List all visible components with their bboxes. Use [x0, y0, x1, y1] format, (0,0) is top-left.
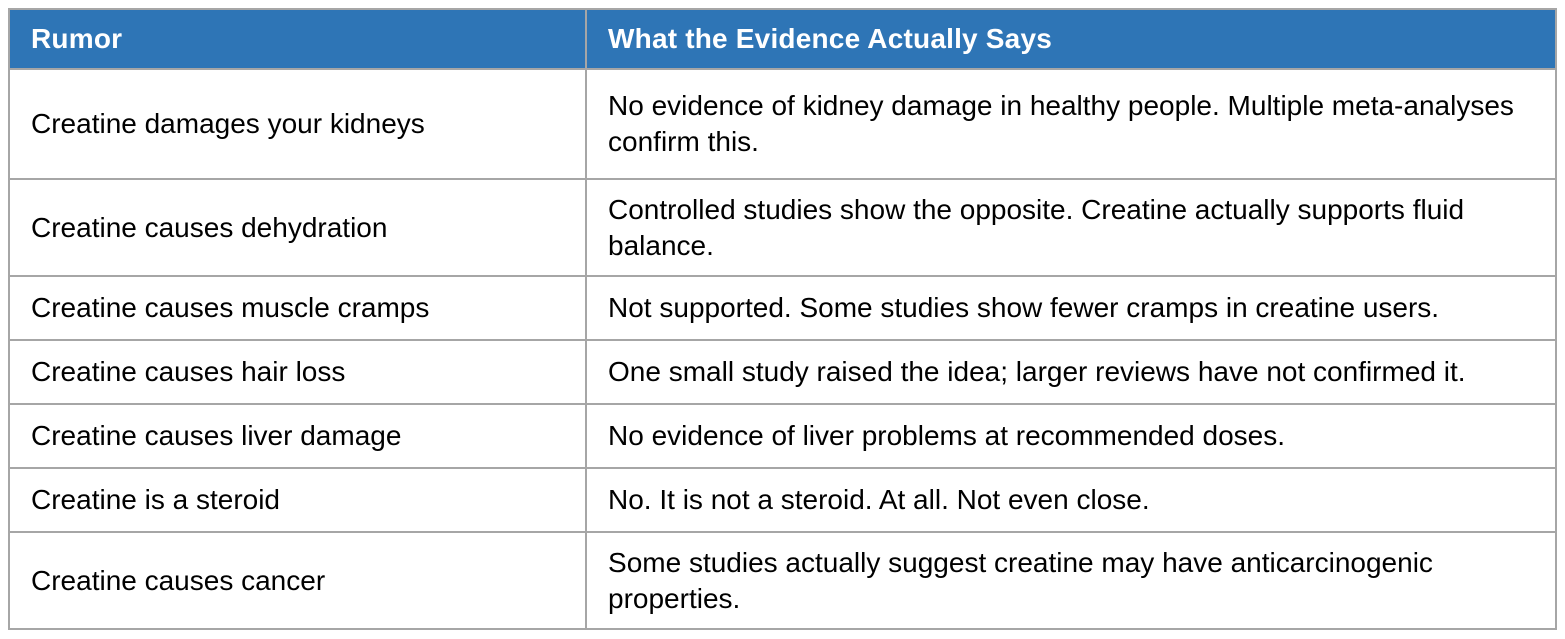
table-row: Creatine causes dehydration Controlled s… — [7, 178, 1557, 277]
table-row: Creatine is a steroid No. It is not a st… — [7, 467, 1557, 533]
rumor-cell: Creatine causes dehydration — [7, 178, 588, 277]
header-rumor: Rumor — [7, 8, 588, 70]
table-row: Creatine damages your kidneys No evidenc… — [7, 68, 1557, 180]
table-row: Creatine causes cancer Some studies actu… — [7, 531, 1557, 630]
rumor-cell: Creatine damages your kidneys — [7, 68, 588, 180]
rumor-cell: Creatine causes hair loss — [7, 339, 588, 405]
table-row: Creatine causes muscle cramps Not suppor… — [7, 275, 1557, 341]
table-header-row: Rumor What the Evidence Actually Says — [7, 8, 1557, 70]
table-row: Creatine causes hair loss One small stud… — [7, 339, 1557, 405]
header-evidence: What the Evidence Actually Says — [585, 8, 1557, 70]
evidence-cell: No. It is not a steroid. At all. Not eve… — [585, 467, 1557, 533]
creatine-myths-table: Rumor What the Evidence Actually Says Cr… — [7, 8, 1557, 630]
evidence-cell: No evidence of kidney damage in healthy … — [585, 68, 1557, 180]
rumor-cell: Creatine causes cancer — [7, 531, 588, 630]
evidence-cell: Controlled studies show the opposite. Cr… — [585, 178, 1557, 277]
rumor-cell: Creatine is a steroid — [7, 467, 588, 533]
evidence-cell: No evidence of liver problems at recomme… — [585, 403, 1557, 469]
evidence-cell: One small study raised the idea; larger … — [585, 339, 1557, 405]
rumor-cell: Creatine causes liver damage — [7, 403, 588, 469]
rumor-cell: Creatine causes muscle cramps — [7, 275, 588, 341]
table-row: Creatine causes liver damage No evidence… — [7, 403, 1557, 469]
evidence-cell: Not supported. Some studies show fewer c… — [585, 275, 1557, 341]
evidence-cell: Some studies actually suggest creatine m… — [585, 531, 1557, 630]
